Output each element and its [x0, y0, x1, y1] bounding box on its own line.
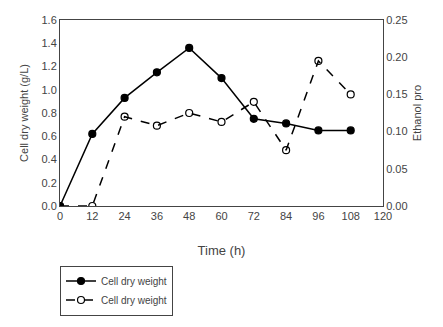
svg-text:Cell dry weight: Cell dry weight	[101, 295, 167, 306]
svg-text:0.00: 0.00	[386, 200, 407, 212]
svg-text:0.2: 0.2	[42, 177, 57, 189]
svg-text:108: 108	[342, 210, 360, 222]
svg-text:1.6: 1.6	[42, 14, 57, 26]
svg-text:48: 48	[183, 210, 195, 222]
svg-text:0.4: 0.4	[42, 153, 57, 165]
svg-text:1.2: 1.2	[42, 60, 57, 72]
svg-text:84: 84	[280, 210, 292, 222]
svg-text:0.25: 0.25	[386, 14, 407, 26]
svg-text:Cell dry weight: Cell dry weight	[101, 276, 167, 287]
svg-text:0.10: 0.10	[386, 125, 407, 137]
svg-text:96: 96	[312, 210, 324, 222]
svg-text:Cell dry weight (g/L): Cell dry weight (g/L)	[18, 64, 30, 162]
svg-text:12: 12	[86, 210, 98, 222]
svg-text:Time (h): Time (h)	[198, 243, 246, 258]
svg-text:36: 36	[151, 210, 163, 222]
svg-text:0.20: 0.20	[386, 51, 407, 63]
svg-text:1.4: 1.4	[42, 37, 57, 49]
svg-text:1.0: 1.0	[42, 84, 57, 96]
svg-text:72: 72	[248, 210, 260, 222]
svg-text:0.6: 0.6	[42, 130, 57, 142]
svg-text:0: 0	[57, 210, 63, 222]
svg-text:0.15: 0.15	[386, 88, 407, 100]
svg-text:Ethanol pro: Ethanol pro	[411, 85, 423, 141]
svg-text:60: 60	[215, 210, 227, 222]
svg-text:0.05: 0.05	[386, 163, 407, 175]
svg-text:0.0: 0.0	[42, 200, 57, 212]
svg-text:120: 120	[374, 210, 392, 222]
svg-text:24: 24	[118, 210, 130, 222]
svg-text:0.8: 0.8	[42, 107, 57, 119]
